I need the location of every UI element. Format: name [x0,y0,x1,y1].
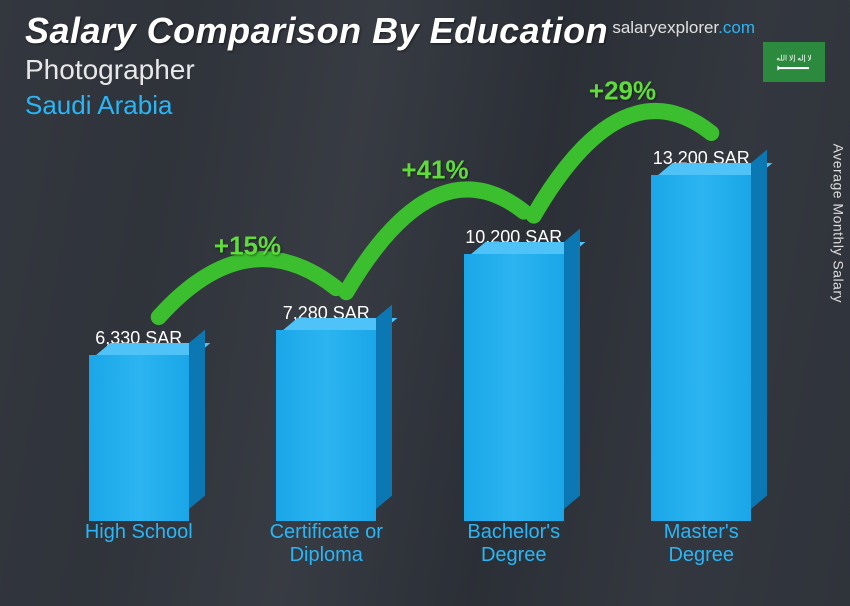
bar-2: 10,200 SAR [431,227,596,521]
bar-shape [464,254,564,521]
bar-shape [89,355,189,521]
role-subtitle: Photographer [25,54,825,86]
increase-label: +15% [214,231,281,262]
svg-text:لا إله إلا الله: لا إله إلا الله [776,53,812,62]
bar-shape [651,175,751,521]
category-label: Bachelor'sDegree [431,521,596,571]
categories-axis: High School Certificate orDiploma Bachelor… [45,521,795,571]
bar-chart: 6,330 SAR7,280 SAR10,200 SAR13,200 SAR H… [45,95,795,571]
bar-1: 7,280 SAR [244,303,409,521]
increase-label: +41% [401,154,468,185]
category-label: Certificate orDiploma [244,521,409,571]
saudi-flag-icon: لا إله إلا الله [763,42,825,82]
y-axis-label: Average Monthly Salary [830,144,846,303]
bar-3: 13,200 SAR [619,148,784,521]
category-label: Master'sDegree [619,521,784,571]
bar-shape [276,330,376,521]
brand-suffix: .com [718,18,755,37]
increase-label: +29% [589,76,656,107]
category-label: High School [56,521,221,571]
bar-0: 6,330 SAR [56,328,221,521]
brand-name: salaryexplorer [612,18,718,37]
brand-watermark: salaryexplorer.com [612,18,755,38]
